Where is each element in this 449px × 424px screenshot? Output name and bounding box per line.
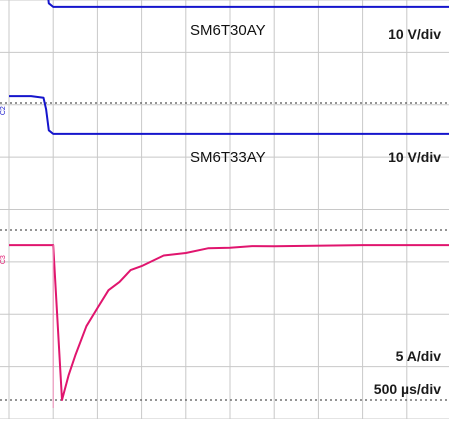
trace-1-name: SM6T30AY xyxy=(190,22,266,39)
trace-3-channel-marker: C3 xyxy=(0,255,7,264)
trace-2-name: SM6T33AY xyxy=(190,149,266,166)
trace-2-scale: 10 V/div xyxy=(388,149,441,165)
trace-2-channel-marker: C2 xyxy=(0,106,7,115)
trace-3-waveform xyxy=(9,244,449,401)
time-scale: 500 µs/div xyxy=(373,381,441,397)
trace-2-waveform xyxy=(9,95,449,135)
trace-1-scale: 10 V/div xyxy=(388,26,441,42)
trace-3-scale: 5 A/div xyxy=(395,348,441,364)
trace-1-waveform xyxy=(47,0,449,8)
